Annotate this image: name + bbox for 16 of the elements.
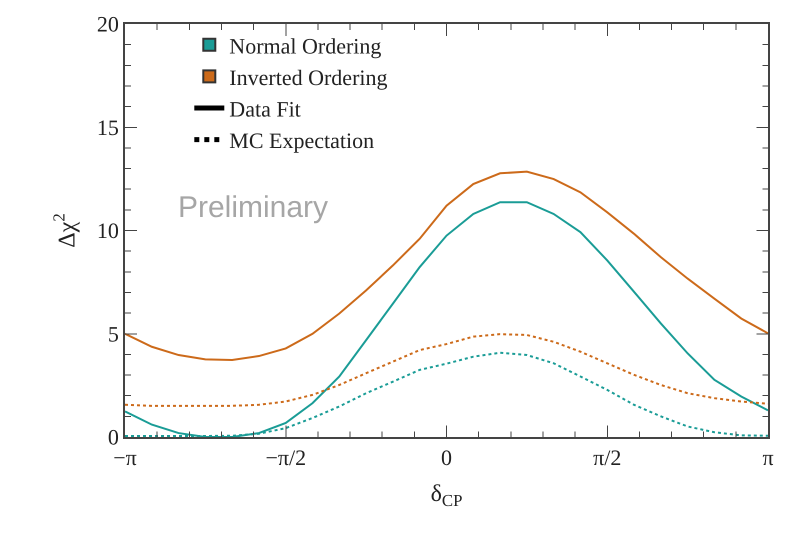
annotation: Data Fit xyxy=(229,96,301,122)
x-tick-label: π/2 xyxy=(593,445,622,470)
x-tick-label: 0 xyxy=(441,445,452,470)
annotation: MC Expectation xyxy=(229,128,374,154)
y-tick-label: 5 xyxy=(108,321,119,346)
x-tick-label: −π/2 xyxy=(265,445,306,470)
y-tick-label: 15 xyxy=(96,114,119,140)
annotation: Preliminary xyxy=(178,191,328,224)
line-series xyxy=(125,333,768,407)
y-tick-label: 20 xyxy=(96,12,119,37)
legend-label: Normal Ordering xyxy=(229,33,382,58)
legend-label: Inverted Ordering xyxy=(229,64,388,90)
y-tick-label: 10 xyxy=(96,218,119,244)
line-series xyxy=(125,170,768,361)
x-axis-title: δ$_{CP}$ xyxy=(430,480,462,510)
x-tick-label: π xyxy=(762,445,774,470)
